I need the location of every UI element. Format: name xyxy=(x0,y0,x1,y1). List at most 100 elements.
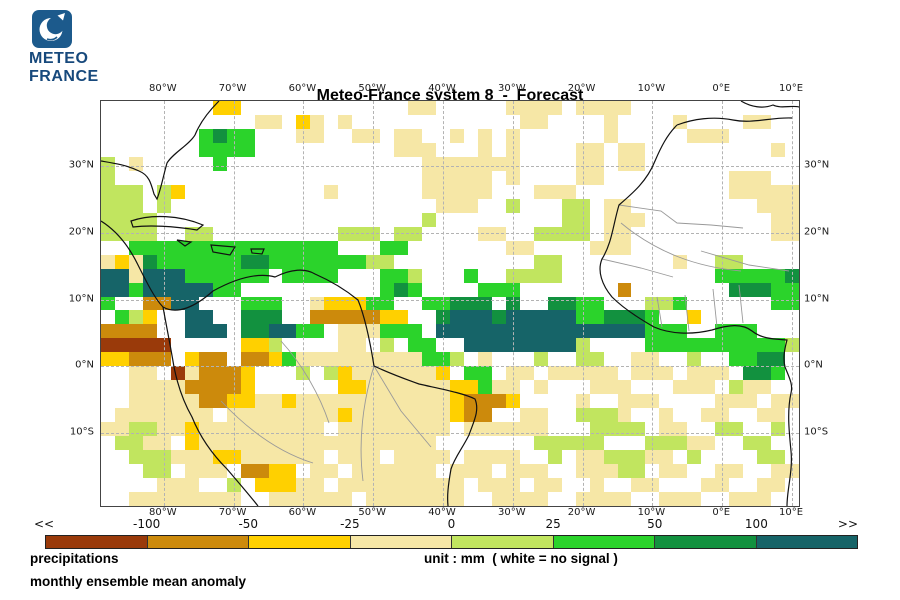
anomaly-cell xyxy=(743,366,772,381)
color-scale-bar xyxy=(45,535,858,549)
anomaly-cell xyxy=(101,338,171,353)
anomaly-cell xyxy=(296,352,423,367)
coastline-iberia xyxy=(740,101,799,108)
anomaly-cell xyxy=(324,184,339,199)
anomaly-cell xyxy=(128,156,143,171)
anomaly-cell xyxy=(408,101,437,115)
coastline-jamaica xyxy=(176,239,193,247)
anomaly-cell xyxy=(436,198,478,213)
anomaly-cell xyxy=(240,464,269,479)
anomaly-cell xyxy=(338,450,381,465)
lon-label-top: 10°E xyxy=(778,83,804,94)
meridian-line xyxy=(512,101,514,506)
anomaly-cell xyxy=(477,478,520,493)
anomaly-cell xyxy=(254,478,297,493)
anomaly-cell xyxy=(408,268,423,283)
colorbar-tick-label: -25 xyxy=(340,517,360,531)
anomaly-cell xyxy=(380,310,409,325)
anomaly-cell xyxy=(757,450,786,465)
anomaly-cell xyxy=(617,282,632,297)
anomaly-cell xyxy=(394,282,409,297)
anomaly-cell xyxy=(408,282,423,297)
anomaly-cell xyxy=(128,450,171,465)
anomaly-cell xyxy=(101,324,157,339)
anomaly-cell xyxy=(156,478,199,493)
anomaly-cell xyxy=(380,282,395,297)
anomaly-cell xyxy=(101,254,115,269)
anomaly-cell xyxy=(757,198,772,213)
anomaly-cell xyxy=(687,128,730,143)
anomaly-cell xyxy=(394,128,423,157)
lon-label-top: 0°E xyxy=(712,83,731,94)
lat-label-left: 30°N xyxy=(68,159,94,171)
lat-label-right: 10°S xyxy=(804,426,829,438)
anomaly-cell xyxy=(491,492,548,506)
lat-label-right: 0°N xyxy=(804,359,823,371)
anomaly-cell xyxy=(687,436,716,451)
anomaly-cell xyxy=(463,408,492,423)
anomaly-cell xyxy=(128,282,143,297)
anomaly-cell xyxy=(463,394,506,409)
anomaly-cell xyxy=(422,156,492,199)
anomaly-cell xyxy=(380,324,423,339)
anomaly-cell xyxy=(659,408,674,423)
lat-label-left: 20°N xyxy=(68,226,94,238)
anomaly-cell xyxy=(687,310,702,325)
anomaly-cell xyxy=(771,422,786,437)
anomaly-cell xyxy=(114,310,129,325)
colorbar-tick-label: 25 xyxy=(545,517,561,531)
meridian-line xyxy=(652,101,654,506)
anomaly-cell xyxy=(338,408,353,423)
anomaly-cell xyxy=(463,450,520,465)
unit-label: unit : mm ( white = no signal ) xyxy=(424,551,618,566)
anomaly-cell xyxy=(715,394,758,409)
lat-label-right: 10°N xyxy=(804,293,830,304)
coastline-hispaniola xyxy=(210,244,237,256)
colorbar-tick-label: 0 xyxy=(447,517,456,531)
colorbar-segment xyxy=(349,536,451,548)
anomaly-cell xyxy=(729,492,772,506)
anomaly-cell xyxy=(338,436,437,451)
anomaly-cell xyxy=(212,156,227,171)
lat-label-left: 10°N xyxy=(68,293,94,304)
anomaly-cell xyxy=(240,254,269,269)
anomaly-cell xyxy=(101,422,129,437)
anomaly-cell xyxy=(268,492,353,506)
colorbar-tick-label: -50 xyxy=(238,517,259,531)
colorbar-tick-label: 100 xyxy=(744,517,768,531)
logo-brand: METEO FRANCE xyxy=(29,50,99,86)
anomaly-cell xyxy=(282,394,297,409)
lat-label-left: 10°S xyxy=(69,426,94,438)
meridian-line xyxy=(792,101,793,506)
anomaly-cell xyxy=(729,352,758,367)
parallel-line xyxy=(101,366,799,368)
lon-label-top: 70°W xyxy=(218,83,247,94)
anomaly-cell xyxy=(533,380,548,395)
anomaly-cell xyxy=(450,310,492,325)
anomaly-cell xyxy=(128,380,185,395)
anomaly-cell xyxy=(450,394,464,409)
anomaly-cell xyxy=(408,338,437,353)
lon-label-bottom: 10°W xyxy=(637,507,666,518)
anomaly-cell xyxy=(268,338,283,353)
anomaly-cell xyxy=(198,366,241,381)
variable-label: precipitations xyxy=(30,551,119,566)
lon-label-bottom: 50°W xyxy=(358,507,386,518)
colorbar-tick-label: -100 xyxy=(133,517,161,531)
anomaly-cell xyxy=(226,408,339,423)
coastline-south-america xyxy=(101,220,478,506)
lon-label-bottom: 60°W xyxy=(288,507,317,518)
anomaly-cell xyxy=(198,394,227,409)
anomaly-cell xyxy=(338,478,464,493)
anomaly-cell xyxy=(366,380,450,395)
anomaly-cell xyxy=(240,338,269,353)
anomaly-cell xyxy=(519,408,548,423)
anomaly-cell xyxy=(254,114,283,129)
meridian-line xyxy=(233,101,235,506)
anomaly-cell xyxy=(477,282,520,297)
anomaly-cell xyxy=(645,436,688,451)
graticule-layer xyxy=(101,101,799,506)
anomaly-cell xyxy=(729,170,772,199)
anomaly-cell xyxy=(268,324,297,339)
anomaly-cell xyxy=(575,101,632,115)
